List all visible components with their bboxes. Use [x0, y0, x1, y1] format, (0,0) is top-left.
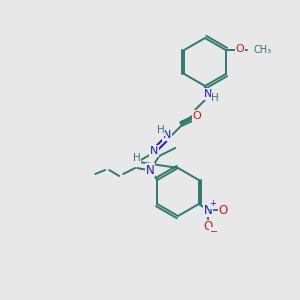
Text: N: N	[203, 203, 212, 217]
Text: N: N	[163, 130, 171, 140]
Text: O: O	[193, 111, 201, 121]
Text: O: O	[218, 203, 227, 217]
Text: CH₃: CH₃	[254, 45, 272, 55]
Text: H: H	[157, 125, 165, 135]
Text: N: N	[150, 146, 158, 156]
Text: N: N	[146, 164, 154, 176]
Text: N: N	[204, 89, 212, 99]
Text: O: O	[236, 44, 244, 54]
Text: +: +	[209, 200, 216, 208]
Text: H: H	[211, 93, 219, 103]
Text: O: O	[203, 220, 212, 233]
Text: H: H	[133, 153, 141, 163]
Text: −: −	[210, 227, 218, 237]
